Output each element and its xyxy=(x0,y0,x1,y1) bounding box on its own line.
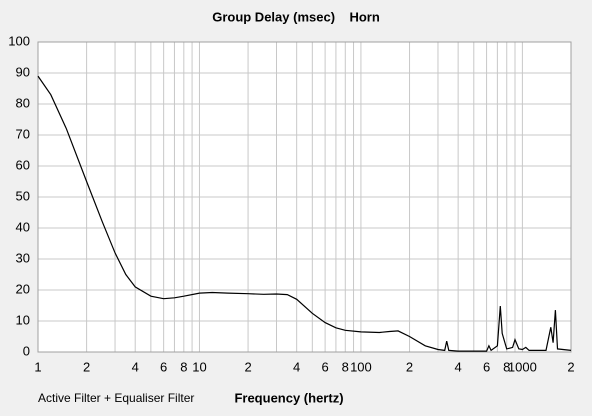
legend-text: Active Filter + Equaliser Filter xyxy=(38,391,194,405)
y-tick-label: 50 xyxy=(16,188,30,203)
y-tick-label: 40 xyxy=(16,219,30,234)
y-tick-label: 70 xyxy=(16,126,30,141)
x-tick-label: 2 xyxy=(83,359,90,374)
y-tick-label: 0 xyxy=(23,343,30,358)
y-tick-label: 20 xyxy=(16,281,30,296)
data-line xyxy=(37,75,572,352)
x-tick-label: 10 xyxy=(192,359,206,374)
x-tick-label: 6 xyxy=(160,359,167,374)
x-tick-label: 8 xyxy=(503,359,510,374)
x-tick-label: 2 xyxy=(567,359,574,374)
x-tick-label: 1000 xyxy=(508,359,537,374)
x-tick-label: 8 xyxy=(342,359,349,374)
chart-title: Group Delay (msec) Horn xyxy=(212,9,380,24)
x-tick-label: 1 xyxy=(34,359,41,374)
x-tick-label: 2 xyxy=(244,359,251,374)
x-tick-label: 4 xyxy=(455,359,462,374)
x-tick-label: 6 xyxy=(483,359,490,374)
y-tick-label: 90 xyxy=(16,64,30,79)
x-tick-label: 2 xyxy=(406,359,413,374)
y-tick-label: 60 xyxy=(16,157,30,172)
x-axis-label: Frequency (hertz) xyxy=(234,390,343,405)
y-tick-label: 80 xyxy=(16,95,30,110)
x-tick-label: 8 xyxy=(180,359,187,374)
y-tick-label: 30 xyxy=(16,250,30,265)
y-tick-label: 10 xyxy=(16,312,30,327)
x-tick-label: 100 xyxy=(350,359,372,374)
plot-border xyxy=(37,41,572,353)
x-tick-label: 4 xyxy=(293,359,300,374)
x-tick-label: 6 xyxy=(321,359,328,374)
y-tick-label: 100 xyxy=(8,33,30,48)
x-tick-label: 4 xyxy=(132,359,139,374)
